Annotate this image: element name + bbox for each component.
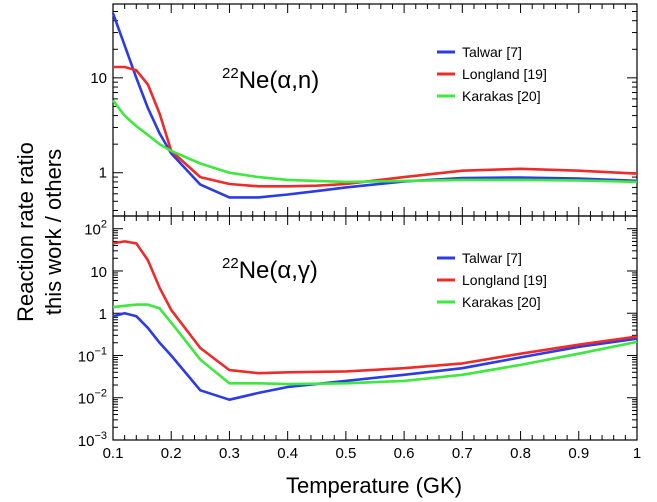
y-tick-label: 10−2 — [78, 388, 107, 408]
x-tick-label: 0.2 — [161, 445, 182, 462]
legend-entry: Karakas [20] — [462, 294, 541, 310]
x-tick-label: 0.5 — [335, 445, 356, 462]
panel-bottom-alpha-gamma: 0.1 0.2 0.3 0.4 0.5 0.6 0.7 0.8 0.9 1 10−3 10−2 10−1… — [78, 215, 641, 462]
y-tick-label: 10 — [90, 264, 107, 281]
series-line-longland — [113, 65, 638, 188]
x-axis-title: Temperature (GK) — [286, 473, 462, 498]
series-line-talwar — [111, 12, 638, 199]
y-axis-title-line1: Reaction rate ratio — [13, 142, 38, 322]
series-line-longland — [112, 240, 638, 375]
reaction-label: 22Ne(α,γ) — [222, 255, 318, 284]
y-tick-label: 1 — [99, 306, 107, 323]
series-line-karakas — [111, 99, 638, 184]
legend-entry: Longland [19] — [462, 66, 547, 82]
x-tick-label: 0.9 — [568, 445, 589, 462]
y-axis-title-line2: this work / others — [41, 149, 66, 315]
y-tick-label: 102 — [84, 219, 107, 239]
reaction-label: 22Ne(α,n) — [222, 65, 319, 94]
x-tick-label: 0.4 — [277, 445, 298, 462]
x-tick-label: 0.8 — [510, 445, 531, 462]
x-tick-label: 0.7 — [452, 445, 473, 462]
y-tick-label: 1 — [99, 165, 107, 182]
y-tick-label: 10−1 — [78, 345, 107, 365]
legend-entry: Talwar [7] — [462, 250, 522, 266]
legend-entry: Talwar [7] — [462, 44, 522, 60]
x-tick-label: 0.6 — [394, 445, 415, 462]
series-line-karakas — [112, 303, 638, 386]
series-line-talwar — [112, 311, 638, 402]
panel-top-alpha-n: 1 10 22Ne(α,n) Talwar [7] Longland [19] Karak… — [90, 3, 638, 217]
plot-frame — [112, 215, 638, 441]
y-tick-label: 10 — [90, 70, 107, 87]
legend-entry: Longland [19] — [462, 272, 547, 288]
x-tick-label: 0.1 — [103, 445, 124, 462]
legend-entry: Karakas [20] — [462, 88, 541, 104]
x-tick-label: 0.3 — [219, 445, 240, 462]
x-tick-label: 1 — [633, 445, 641, 462]
y-tick-label: 10−3 — [78, 430, 107, 450]
